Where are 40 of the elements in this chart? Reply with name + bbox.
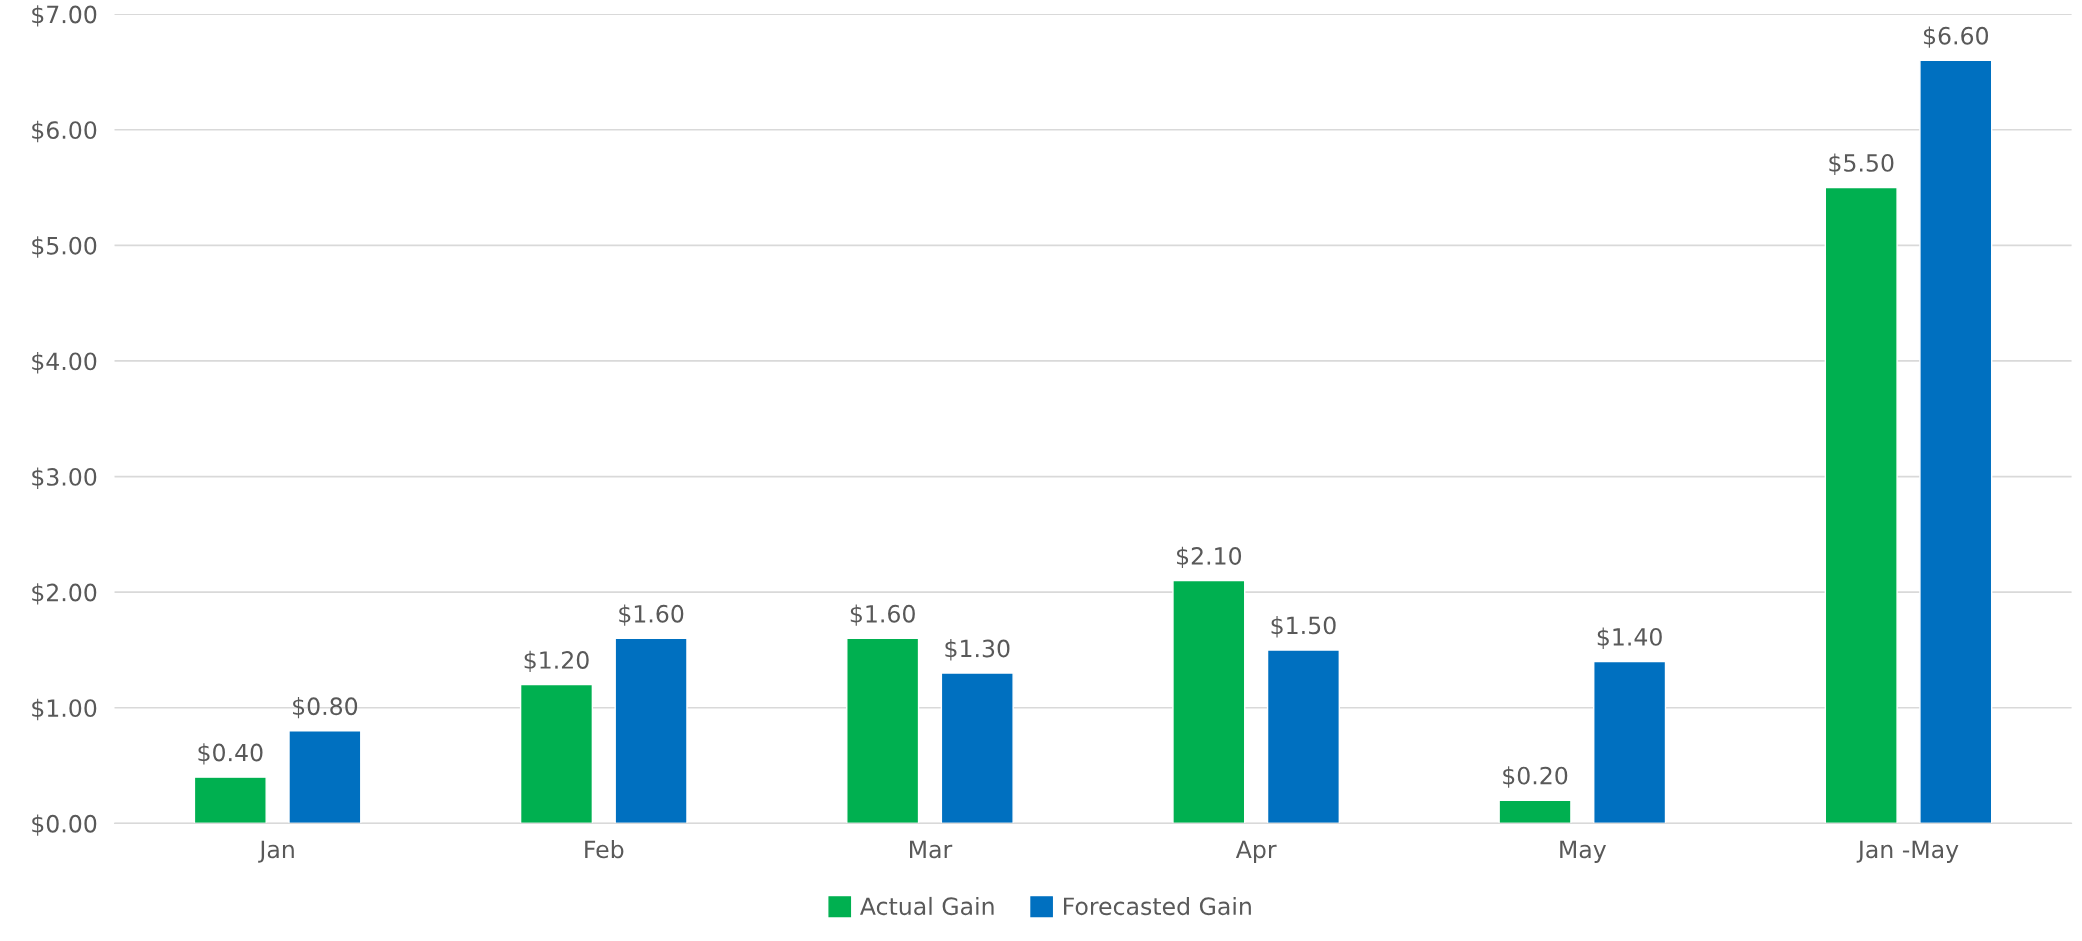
data-label: $1.30 bbox=[945, 639, 1010, 661]
y-tick-label: $1.00 bbox=[32, 698, 97, 721]
x-tick-label: Jan -May bbox=[1856, 840, 1959, 863]
x-tick-label: May bbox=[1560, 840, 1607, 863]
legend-label: Forecasted Gain bbox=[1064, 896, 1251, 916]
data-label: $1.20 bbox=[524, 650, 589, 673]
y-tick-label: $0.00 bbox=[32, 814, 97, 836]
data-label: $6.60 bbox=[1923, 26, 1989, 48]
data-label: $0.20 bbox=[1503, 766, 1568, 788]
bar bbox=[1919, 59, 1993, 824]
data-label: $2.10 bbox=[1177, 546, 1242, 569]
bar bbox=[940, 672, 1014, 824]
y-tick-label: $6.00 bbox=[32, 120, 97, 143]
y-tick-label: $7.00 bbox=[32, 5, 97, 27]
bar bbox=[288, 730, 362, 824]
bar bbox=[614, 637, 688, 824]
bar bbox=[1498, 799, 1572, 824]
bar bbox=[1824, 186, 1898, 824]
y-tick-label: $5.00 bbox=[32, 236, 97, 258]
y-tick-label: $3.00 bbox=[32, 467, 97, 489]
y-tick-label: $2.00 bbox=[32, 583, 97, 605]
data-label: $5.50 bbox=[1829, 153, 1894, 175]
y-tick-label: $4.00 bbox=[32, 351, 97, 374]
data-label: $0.40 bbox=[198, 743, 263, 765]
legend-label: Actual Gain bbox=[860, 896, 994, 916]
data-label: $0.80 bbox=[293, 696, 358, 719]
data-label: $1.50 bbox=[1271, 616, 1336, 638]
x-tick-label: Apr bbox=[1235, 840, 1277, 863]
data-label: $1.40 bbox=[1597, 627, 1662, 649]
bar bbox=[846, 637, 920, 824]
bar bbox=[1172, 579, 1246, 824]
bar bbox=[1266, 649, 1341, 824]
x-tick-label: Jan bbox=[258, 840, 294, 863]
data-label: $1.60 bbox=[619, 604, 684, 626]
data-label: $1.60 bbox=[850, 604, 915, 626]
x-tick-label: Feb bbox=[585, 840, 624, 859]
bar bbox=[193, 776, 267, 824]
bar bbox=[1593, 660, 1667, 824]
bar bbox=[519, 683, 594, 824]
x-tick-label: Mar bbox=[910, 840, 953, 859]
